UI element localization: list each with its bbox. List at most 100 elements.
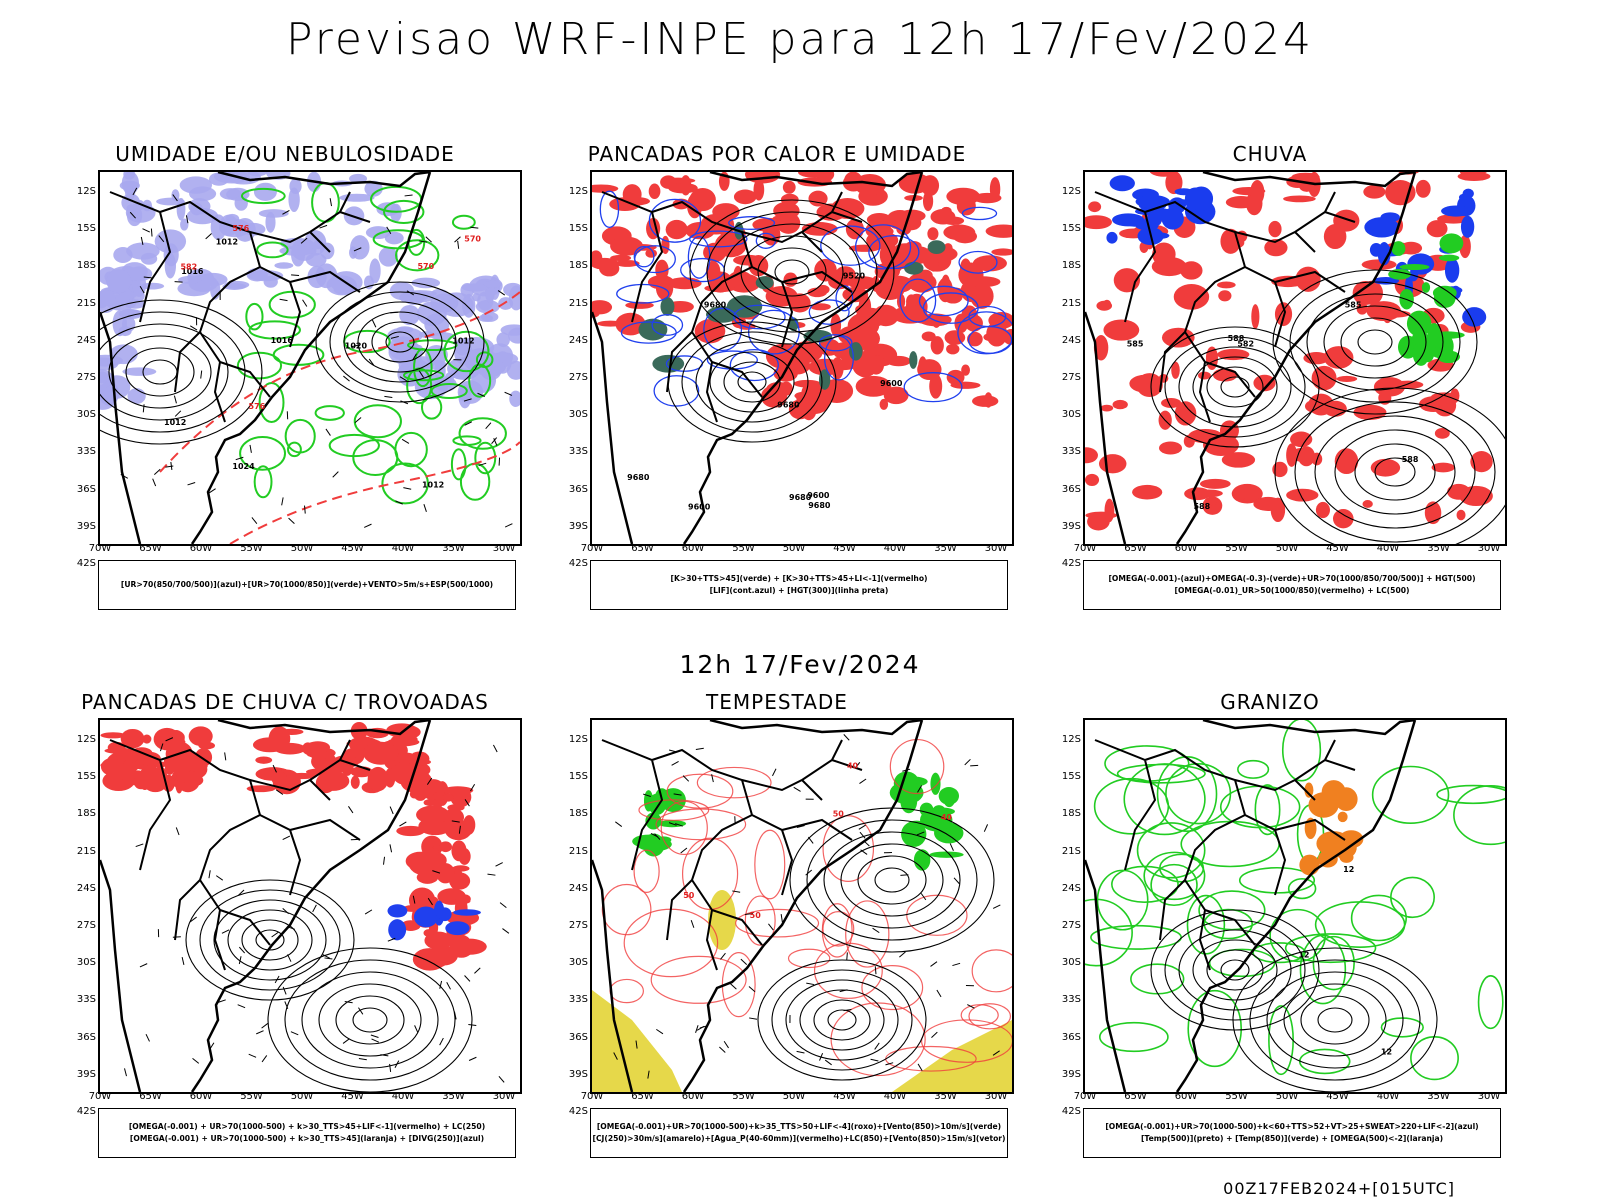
latitude-tick: 12S [1061, 734, 1081, 745]
latitude-tick: 24S [568, 334, 588, 346]
latitude-tick: 21S [1061, 297, 1081, 309]
contour-label: 9520 [843, 272, 866, 281]
contour-label: 576 [249, 402, 266, 411]
black-contours [667, 199, 895, 443]
longitude-tick: 35W [442, 1091, 465, 1102]
map-panel: PANCADAS DE CHUVA C/ TROVOADAS 12S 15S 18S 2… [50, 690, 522, 1170]
contour-label: 9680 [627, 473, 650, 482]
longitude-tick: 35W [934, 543, 957, 554]
contour-label: 1024 [232, 462, 255, 471]
longitude-tick: 70W [88, 543, 112, 554]
latitude-tick: 42S [568, 558, 588, 569]
rain-green-area [1388, 233, 1465, 366]
latitude-tick: 42S [1061, 558, 1081, 569]
legend-line: [K>30+TTS>45](verde) + [K>30+TTS>45+LI<-… [670, 574, 928, 583]
contour-label: 576 [232, 224, 249, 233]
latitude-tick: 21S [1061, 845, 1081, 857]
longitude-tick: 40W [883, 543, 907, 554]
contour-label: 1012 [452, 336, 474, 345]
coastline [592, 172, 924, 544]
latitude-tick: 15S [1061, 223, 1081, 235]
latitude-tick: 42S [1061, 1106, 1081, 1117]
contour-label: 9600 [807, 491, 830, 500]
longitude-tick: 50W [290, 1091, 314, 1102]
thickness-red-dashed [159, 291, 520, 544]
longitude-tick: 35W [442, 543, 465, 554]
coastline [1085, 172, 1417, 544]
contour-label: 12 [1298, 950, 1309, 959]
latitude-tick: 24S [76, 882, 96, 894]
latitude-tick: 12S [76, 186, 96, 197]
longitude-tick: 60W [1174, 1091, 1198, 1102]
contour-label: 50 [750, 911, 762, 920]
latitude-axis: 12S 15S 18S 21S 24S 27S 30S 33S 36S 39S 42S [50, 170, 96, 569]
humidity-blue-area [100, 262, 157, 410]
longitude-tick: 60W [189, 1091, 213, 1102]
longitude-tick: 35W [1427, 1091, 1450, 1102]
map-area [98, 718, 522, 1094]
latitude-tick: 18S [76, 808, 96, 820]
black-contours [100, 281, 485, 445]
latitude-tick: 39S [1061, 1068, 1081, 1080]
longitude-tick: 50W [782, 1091, 806, 1102]
contour-label: 585 [1345, 300, 1362, 309]
latitude-tick: 33S [1061, 994, 1081, 1006]
contour-label: 9680 [704, 301, 727, 310]
longitude-tick: 30W [984, 543, 1008, 554]
legend-line: [OMEGA(-0.001)-(azul)+OMEGA(-0.3)-(verde… [1108, 574, 1476, 583]
latitude-tick: 12S [76, 734, 96, 745]
map-area: 12 12 12 [1083, 718, 1507, 1094]
contour-label: 1016 [181, 267, 204, 276]
wind-vectors [120, 187, 513, 528]
longitude-tick: 60W [189, 543, 213, 554]
humidity-blue-area [113, 172, 404, 300]
latitude-tick: 36S [76, 483, 96, 495]
legend-line: [OMEGA(-0.001)+UR>70(1000-500)+k>35_TTS>… [596, 1122, 1002, 1131]
lif-blue-contours [599, 190, 1012, 407]
latitude-tick: 24S [1061, 882, 1081, 894]
country-borders [601, 191, 863, 423]
legend-line: [Temp(500)](preto) + [Temp(850)](verde) … [1140, 1134, 1444, 1143]
map-area: 9680 9680 9680 9600 9600 9680 9520 9600 9680 [590, 170, 1014, 546]
latitude-tick: 15S [568, 223, 588, 235]
latitude-tick: 33S [568, 994, 588, 1006]
contour-label: 9680 [789, 493, 812, 502]
latitude-tick: 30S [568, 409, 588, 421]
map-panel: UMIDADE E/OU NEBULOSIDADE 1012 1012 1016 101… [50, 142, 522, 622]
contour-label: 1016 [271, 336, 294, 345]
longitude-tick: 45W [1326, 1091, 1349, 1102]
latitude-tick: 42S [76, 558, 96, 569]
latitude-tick: 36S [1061, 483, 1081, 495]
black-contours [1150, 269, 1505, 544]
country-borders [1094, 739, 1356, 971]
longitude-tick: 55W [1225, 543, 1248, 554]
latitude-tick: 30S [568, 957, 588, 969]
map-area: 50 50 40 40 50 [590, 718, 1014, 1094]
divergence-blue-area [387, 900, 481, 941]
map-panel: GRANIZO 12 12 12 12S 15S 18S 21S 24S 27S 30S 33S 36S… [1035, 690, 1507, 1170]
wind-green-area [632, 788, 687, 857]
longitude-tick: 55W [732, 543, 755, 554]
longitude-tick: 50W [1275, 543, 1299, 554]
thunderstorm-red-area [246, 721, 432, 795]
latitude-tick: 24S [76, 334, 96, 346]
longitude-tick: 55W [732, 1091, 755, 1102]
latitude-tick: 36S [568, 1031, 588, 1043]
contour-label: 12 [1381, 1047, 1392, 1056]
longitude-axis: 70W 65W 60W 55W 50W 45W 40W 35W 30W [89, 1091, 522, 1105]
panel-title: CHUVA [1232, 142, 1308, 166]
legend-line: [LIF](cont.azul) + [HGT(300)](linha pret… [709, 586, 889, 595]
contour-label: 1012 [216, 237, 238, 246]
legend-line: [OMEGA(-0.001) + UR>70(1000-500) + k>30_… [128, 1122, 486, 1131]
latitude-axis: 12S 15S 18S 21S 24S 27S 30S 33S 36S 39S 42S [50, 718, 96, 1117]
latitude-tick: 12S [568, 734, 588, 745]
country-borders [601, 739, 863, 971]
longitude-tick: 60W [681, 543, 705, 554]
latitude-tick: 33S [1061, 446, 1081, 458]
latitude-tick: 12S [568, 186, 588, 197]
longitude-tick: 55W [240, 543, 263, 554]
longitude-tick: 65W [139, 1091, 162, 1102]
legend-line: [OMEGA(-0.001) + UR>70(1000-500) + k>30_… [129, 1134, 485, 1143]
longitude-tick: 70W [1073, 543, 1097, 554]
map-area: 588 585 585 588 582 588 [1083, 170, 1507, 546]
